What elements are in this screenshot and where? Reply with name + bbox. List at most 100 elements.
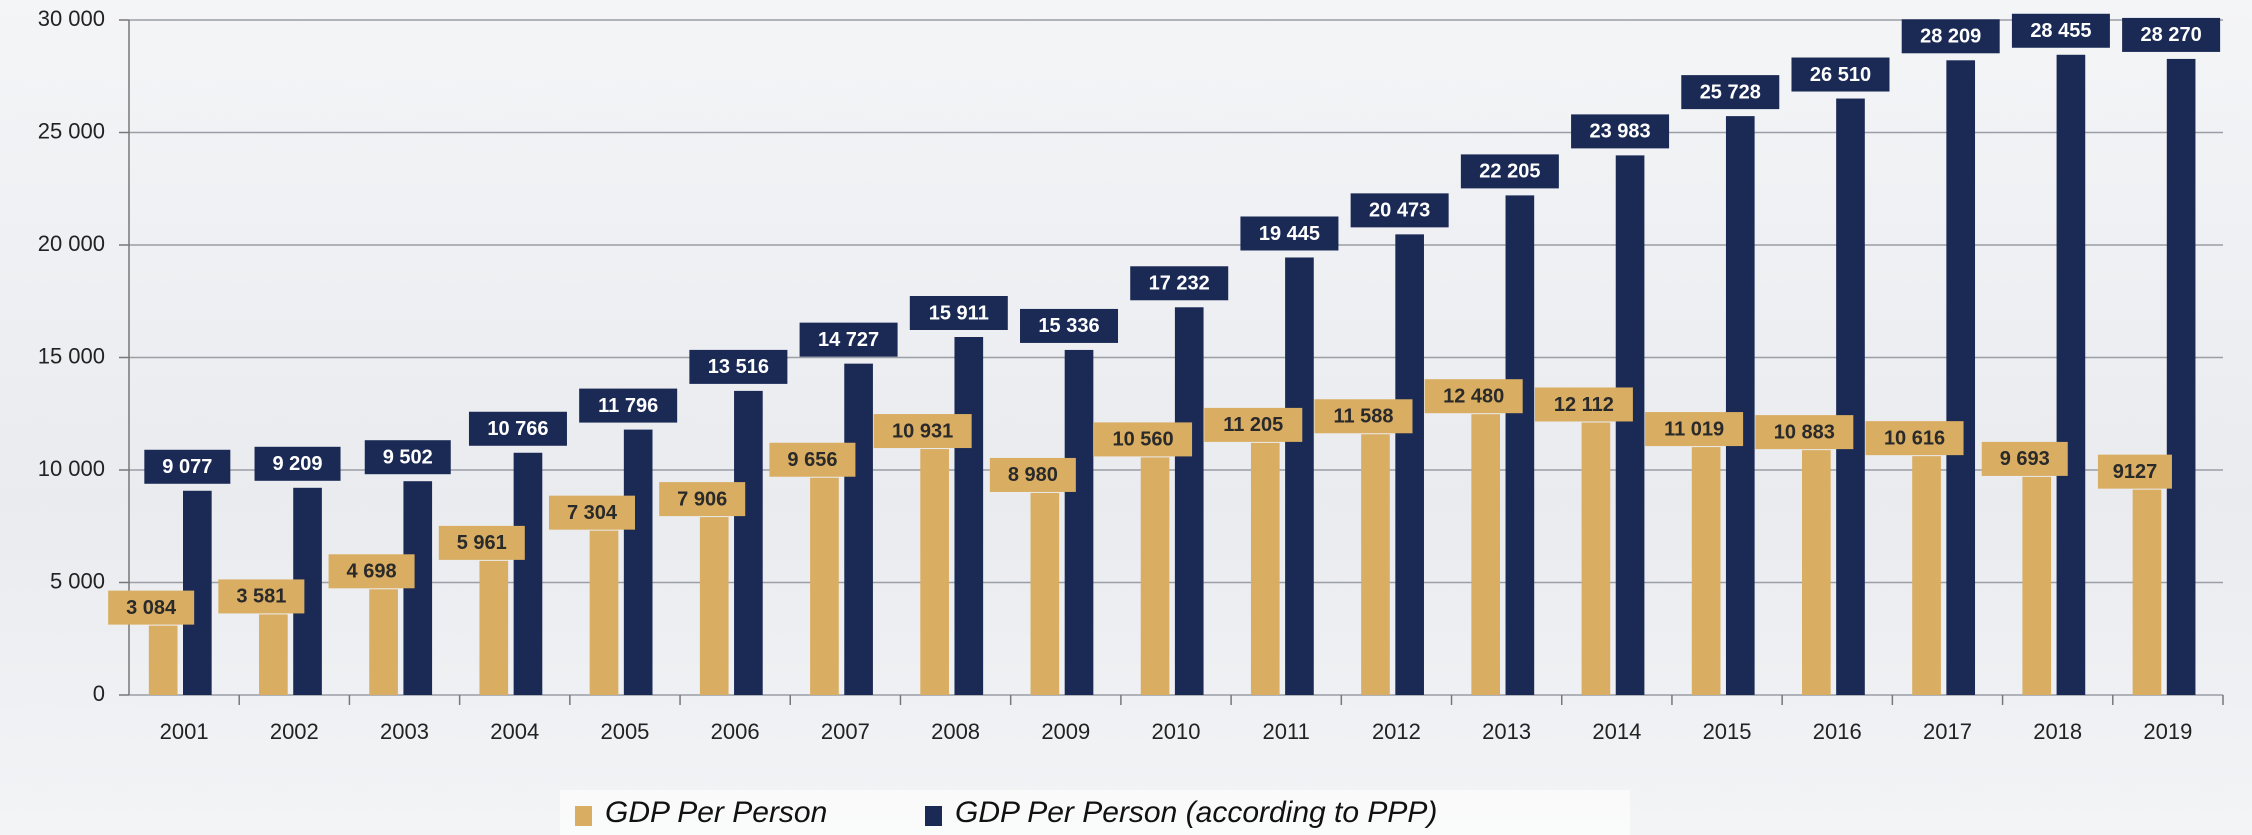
value-label: 9 077 <box>144 449 231 484</box>
bar <box>479 560 509 695</box>
value-label-text: 20 473 <box>1369 200 1430 222</box>
value-label: 10 616 <box>1865 421 1964 456</box>
value-label: 15 336 <box>1020 308 1119 343</box>
value-label-box <box>1130 266 1229 301</box>
x-tick-label: 2014 <box>1592 719 1641 744</box>
bar <box>1615 155 1645 695</box>
bar <box>1030 492 1060 695</box>
bar <box>2166 58 2196 696</box>
bar <box>1140 457 1170 695</box>
value-label-box <box>1350 193 1449 228</box>
bar <box>2022 476 2052 695</box>
value-label-box <box>659 482 746 517</box>
bar <box>1801 450 1831 695</box>
value-label-text: 13 516 <box>708 356 769 378</box>
value-label: 20 473 <box>1350 193 1449 228</box>
value-label: 3 581 <box>218 579 305 614</box>
value-label-box <box>1314 399 1413 434</box>
value-label: 25 728 <box>1681 75 1780 110</box>
value-label-box <box>1460 154 1559 189</box>
value-label-box <box>1755 415 1854 450</box>
bar <box>369 589 398 695</box>
value-label: 12 480 <box>1424 379 1523 414</box>
value-label-box <box>328 554 415 589</box>
value-label-box <box>1791 57 1890 92</box>
x-tick-label: 2005 <box>600 719 649 744</box>
value-label-box <box>873 414 972 449</box>
value-label-text: 11 588 <box>1333 406 1393 428</box>
value-label-box <box>989 457 1076 492</box>
bar <box>920 449 949 695</box>
x-tick-label: 2004 <box>490 719 539 744</box>
bar <box>1361 434 1390 695</box>
value-label-text: 14 727 <box>818 329 879 351</box>
value-label: 14 727 <box>799 322 898 357</box>
value-label: 17 232 <box>1130 266 1229 301</box>
value-label-text: 10 766 <box>487 418 548 440</box>
value-label-text: 9 209 <box>273 453 323 475</box>
value-label: 28 270 <box>2122 17 2221 52</box>
value-label: 11 796 <box>579 388 678 423</box>
value-label-box <box>468 411 567 446</box>
value-label: 3 084 <box>108 590 195 625</box>
value-label-box <box>144 449 231 484</box>
value-label-text: 7 906 <box>677 488 727 510</box>
value-label-text: 15 911 <box>929 302 989 324</box>
value-label-box <box>1981 441 2068 476</box>
value-label-box <box>2122 17 2221 52</box>
value-label-box <box>1020 308 1119 343</box>
value-label: 7 906 <box>659 482 746 517</box>
value-label-text: 9 502 <box>383 446 433 468</box>
value-label-text: 23 983 <box>1589 121 1650 143</box>
y-tick-label: 15 000 <box>38 343 105 368</box>
bar <box>623 429 653 695</box>
value-label-text: 5 961 <box>457 532 507 554</box>
bar <box>2056 54 2086 695</box>
value-label: 9 209 <box>254 446 341 481</box>
bar <box>1946 60 1976 696</box>
value-label-text: 10 883 <box>1774 421 1835 443</box>
value-label-box <box>1204 407 1303 442</box>
x-tick-label: 2016 <box>1813 719 1862 744</box>
value-label-box <box>1645 412 1744 447</box>
value-label-box <box>579 388 678 423</box>
value-label: 19 445 <box>1240 216 1339 251</box>
value-label-box <box>218 579 305 614</box>
bar <box>259 614 288 695</box>
x-tick-label: 2010 <box>1152 719 1201 744</box>
y-tick-label: 20 000 <box>38 231 105 256</box>
bar <box>1250 442 1280 695</box>
x-tick-label: 2001 <box>160 719 209 744</box>
value-label: 10 931 <box>873 414 972 449</box>
value-label-text: 11 205 <box>1223 414 1283 436</box>
value-label-text: 17 232 <box>1149 273 1210 295</box>
value-label-text: 8 980 <box>1008 464 1058 486</box>
value-label-box <box>799 322 898 357</box>
value-label: 10 560 <box>1094 422 1193 457</box>
x-tick-label: 2018 <box>2033 719 2082 744</box>
bar <box>699 517 729 695</box>
bar <box>810 477 839 695</box>
bar <box>2132 489 2162 695</box>
value-label: 5 961 <box>438 525 525 560</box>
bar <box>1912 456 1941 695</box>
value-label-box <box>549 495 636 530</box>
value-label-text: 28 270 <box>2141 24 2202 46</box>
legend-bg <box>560 790 1630 835</box>
value-label-text: 4 698 <box>347 561 397 583</box>
value-label-text: 12 112 <box>1554 394 1614 416</box>
value-label: 8 980 <box>989 457 1076 492</box>
value-label-box <box>1681 75 1780 110</box>
bar <box>1064 349 1094 695</box>
value-label: 9 693 <box>1981 441 2068 476</box>
value-label-text: 15 336 <box>1038 315 1099 337</box>
bar <box>844 363 873 695</box>
bar <box>1505 195 1535 695</box>
value-label: 15 911 <box>909 296 1008 331</box>
value-label-text: 28 455 <box>2030 20 2091 42</box>
value-label-text: 11 796 <box>598 395 658 417</box>
value-label-box <box>1571 114 1670 149</box>
x-tick-label: 2011 <box>1263 719 1310 744</box>
legend-swatch <box>925 806 942 826</box>
legend-label: GDP Per Person (according to PPP) <box>955 796 1437 829</box>
